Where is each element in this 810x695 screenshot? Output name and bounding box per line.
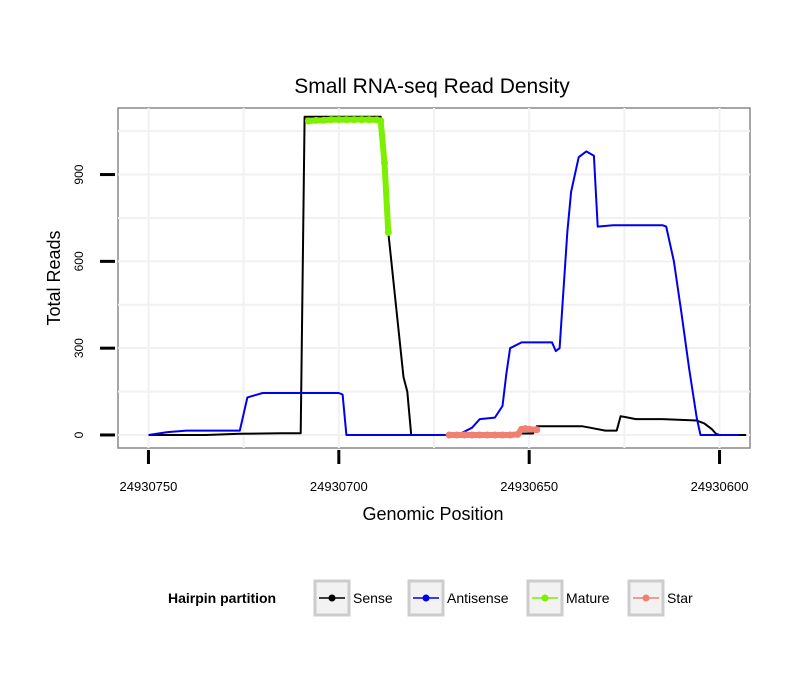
data-point-mature xyxy=(335,116,343,124)
series-mature xyxy=(304,116,392,236)
data-point-mature xyxy=(384,228,392,236)
legend-dot-antisense xyxy=(422,594,430,602)
data-point-star xyxy=(525,425,533,433)
data-point-star xyxy=(453,431,461,439)
legend-label-mature: Mature xyxy=(566,590,610,606)
data-point-star xyxy=(514,430,522,438)
series-antisense xyxy=(148,150,739,436)
chart-title: Small RNA-seq Read Density xyxy=(294,75,570,98)
data-point-mature xyxy=(350,116,358,124)
data-point-mature xyxy=(327,116,335,124)
legend-label-sense: Sense xyxy=(353,590,393,606)
legend-label-antisense: Antisense xyxy=(447,590,509,606)
data-point-star xyxy=(491,431,499,439)
x-tick-label: 24930700 xyxy=(310,479,368,494)
data-point-mature xyxy=(312,116,320,124)
x-axis-label: Genomic Position xyxy=(362,504,503,524)
data-point-star xyxy=(533,426,541,434)
legend: Hairpin partition Sense Antisense Mature St… xyxy=(168,579,693,617)
data-point-mature xyxy=(342,116,350,124)
data-point-star xyxy=(468,431,476,439)
data-point-mature xyxy=(381,159,388,167)
legend-dot-mature xyxy=(541,594,549,602)
legend-item-sense: Sense xyxy=(313,579,393,617)
legend-item-antisense: Antisense xyxy=(407,579,509,617)
data-point-star xyxy=(483,431,491,439)
data-point-star xyxy=(445,431,453,439)
data-point-star xyxy=(499,431,506,439)
data-point-star xyxy=(461,431,468,439)
data-point-mature xyxy=(377,117,385,125)
data-point-mature xyxy=(358,116,366,124)
data-point-mature xyxy=(365,116,373,124)
x-tick-label: 24930600 xyxy=(691,479,749,494)
x-tick-label: 24930750 xyxy=(120,479,178,494)
series-star xyxy=(445,425,541,439)
legend-label-star: Star xyxy=(667,590,693,606)
y-tick-label: 0 xyxy=(72,431,86,438)
y-tick-label: 900 xyxy=(72,164,86,184)
data-point-star xyxy=(476,431,484,439)
legend-dot-star xyxy=(642,594,650,602)
data-point-mature xyxy=(304,117,312,125)
legend-dot-sense xyxy=(328,594,336,602)
y-tick-label: 300 xyxy=(72,338,86,358)
y-tick-label: 600 xyxy=(72,251,86,271)
data-point-star xyxy=(506,431,514,439)
legend-item-star: Star xyxy=(627,579,693,617)
series-line-antisense xyxy=(148,150,739,436)
data-point-mature xyxy=(320,116,328,124)
legend-item-mature: Mature xyxy=(526,579,610,617)
x-tick-label: 24930650 xyxy=(500,479,558,494)
legend-title: Hairpin partition xyxy=(168,590,276,606)
y-axis-label: Total Reads xyxy=(44,230,64,325)
